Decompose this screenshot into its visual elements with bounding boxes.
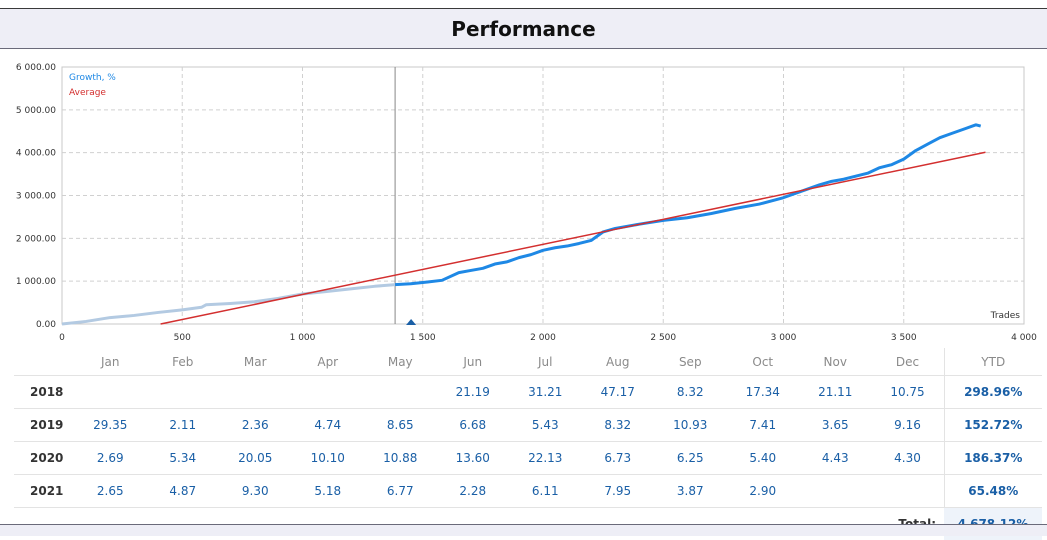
x-axis-label: Trades [990,311,1021,321]
y-tick-label: 3 000.00 [16,192,56,202]
month-value-cell: 6.25 [654,442,727,475]
month-header: Jan [74,348,147,376]
month-value-cell: 6.77 [364,475,437,508]
month-value-cell: 6.73 [582,442,655,475]
ytd-cell: 186.37% [944,442,1042,475]
month-value-cell: 7.41 [727,409,800,442]
y-tick-label: 5 000.00 [16,106,56,116]
y-tick-label: 1 000.00 [16,277,56,287]
legend-growth: Growth, % [69,73,116,83]
month-value-cell: 8.32 [582,409,655,442]
month-value-cell: 10.10 [292,442,365,475]
month-value-cell [74,376,147,409]
month-header: May [364,348,437,376]
year-cell: 2021 [14,475,74,508]
month-value-cell [364,376,437,409]
month-header: Feb [147,348,220,376]
month-value-cell: 3.65 [799,409,872,442]
legend-average: Average [69,88,106,98]
y-tick-label: 4 000.00 [16,149,56,159]
month-value-cell: 17.34 [727,376,800,409]
year-cell: 2020 [14,442,74,475]
month-value-cell: 4.43 [799,442,872,475]
month-value-cell: 8.32 [654,376,727,409]
month-value-cell: 6.11 [509,475,582,508]
ytd-header: YTD [944,348,1042,376]
month-header: Jul [509,348,582,376]
year-header [14,348,74,376]
month-value-cell: 9.30 [219,475,292,508]
month-value-cell: 5.40 [727,442,800,475]
page-title: Performance [451,17,595,41]
y-tick-label: 2 000.00 [16,234,56,244]
x-tick-label: 2 000 [530,333,556,343]
y-tick-label: 6 000.00 [16,63,56,73]
month-value-cell: 2.69 [74,442,147,475]
month-value-cell: 10.88 [364,442,437,475]
month-header: Jun [437,348,510,376]
month-value-cell: 21.19 [437,376,510,409]
month-value-cell: 29.35 [74,409,147,442]
month-value-cell: 2.65 [74,475,147,508]
month-value-cell: 4.30 [872,442,945,475]
x-tick-label: 1 500 [410,333,436,343]
year-cell: 2019 [14,409,74,442]
month-value-cell: 8.65 [364,409,437,442]
ytd-cell: 65.48% [944,475,1042,508]
x-tick-label: 3 000 [771,333,797,343]
month-value-cell: 21.11 [799,376,872,409]
month-value-cell: 3.87 [654,475,727,508]
month-value-cell: 22.13 [509,442,582,475]
month-value-cell: 2.28 [437,475,510,508]
x-tick-label: 2 500 [650,333,676,343]
month-value-cell: 9.16 [872,409,945,442]
month-value-cell [872,475,945,508]
month-header: Nov [799,348,872,376]
month-header: Dec [872,348,945,376]
month-value-cell: 6.68 [437,409,510,442]
month-value-cell: 47.17 [582,376,655,409]
year-cell: 2018 [14,376,74,409]
header-bar: Performance [0,9,1047,49]
month-value-cell: 4.87 [147,475,220,508]
x-tick-label: 3 500 [891,333,917,343]
month-value-cell: 10.93 [654,409,727,442]
bottom-bar [0,524,1047,536]
month-value-cell: 4.74 [292,409,365,442]
x-tick-label: 0 [59,333,65,343]
month-value-cell: 31.21 [509,376,582,409]
month-value-cell: 2.90 [727,475,800,508]
month-header: Apr [292,348,365,376]
month-value-cell: 5.18 [292,475,365,508]
month-value-cell [292,376,365,409]
month-value-cell [219,376,292,409]
month-value-cell: 2.11 [147,409,220,442]
month-value-cell [799,475,872,508]
month-value-cell: 13.60 [437,442,510,475]
y-tick-label: 0.00 [36,320,56,330]
month-header: Sep [654,348,727,376]
month-value-cell: 7.95 [582,475,655,508]
month-header: Mar [219,348,292,376]
month-value-cell: 2.36 [219,409,292,442]
month-header: Oct [727,348,800,376]
ytd-cell: 298.96% [944,376,1042,409]
month-value-cell: 5.34 [147,442,220,475]
month-value-cell: 10.75 [872,376,945,409]
month-header: Aug [582,348,655,376]
x-tick-label: 500 [174,333,191,343]
x-tick-label: 4 000 [1011,333,1037,343]
growth-chart[interactable]: 0.00 1 000.00 2 000.00 3 000.00 4 000.00 5 00… [0,55,1047,345]
x-tick-label: 1 000 [290,333,316,343]
month-value-cell: 5.43 [509,409,582,442]
month-value-cell [147,376,220,409]
ytd-cell: 152.72% [944,409,1042,442]
month-value-cell: 20.05 [219,442,292,475]
